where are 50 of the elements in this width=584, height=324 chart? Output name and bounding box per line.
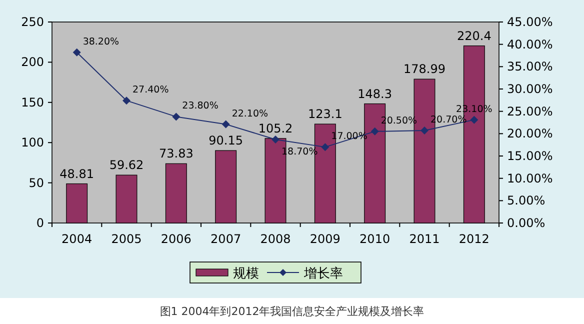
- y2-tick-label: 35.00%: [507, 60, 553, 74]
- y-tick-label: 0: [36, 216, 44, 230]
- point: [470, 116, 478, 124]
- legend-label: 规模: [233, 266, 259, 282]
- y2-tick-label: 20.00%: [507, 126, 553, 141]
- data-label: 123.1: [308, 107, 342, 122]
- point: [420, 126, 428, 135]
- y2-tick-label: 5.00%: [507, 194, 546, 208]
- data-label: 22.10%: [232, 108, 268, 120]
- data-label: 73.83: [158, 146, 194, 161]
- point: [272, 135, 280, 144]
- data-label: 178.99: [404, 62, 446, 76]
- y-tick-label: 50: [28, 176, 44, 190]
- x-tick-label: 2005: [111, 232, 142, 246]
- legend-label: 增长率: [303, 266, 343, 282]
- point: [222, 120, 230, 128]
- data-label: 105.2: [258, 121, 293, 136]
- point: [122, 96, 130, 105]
- x-tick-label: 2012: [458, 232, 490, 246]
- y-tick-label: 100: [21, 136, 44, 150]
- y-tick-label: 150: [21, 95, 44, 110]
- point: [172, 112, 180, 121]
- point: [370, 127, 379, 136]
- y2-tick-label: 45.00%: [507, 15, 553, 29]
- y2-tick-label: 15.00%: [507, 149, 553, 163]
- y2-tick-label: 0.00%: [507, 216, 546, 230]
- x-tick-label: 2011: [409, 232, 440, 246]
- data-label: 148.3: [358, 86, 392, 101]
- data-label: 38.20%: [82, 36, 120, 48]
- data-label: 220.4: [456, 28, 492, 43]
- x-tick-label: 2004: [62, 232, 92, 246]
- data-label: 27.40%: [132, 84, 169, 96]
- y2-tick-label: 25.00%: [507, 104, 553, 118]
- x-tick-label: 2010: [360, 232, 390, 246]
- x-tick-label: 2009: [310, 232, 340, 246]
- data-label: 48.81: [60, 166, 94, 181]
- data-label: 90.15: [208, 134, 244, 148]
- y2-tick-label: 10.00%: [507, 171, 553, 186]
- point: [72, 48, 81, 56]
- x-tick-label: 2006: [160, 232, 192, 246]
- point: [321, 143, 330, 152]
- y2-tick-label: 30.00%: [507, 82, 553, 96]
- y2-tick-label: 40.00%: [507, 37, 553, 52]
- y-tick-label: 200: [21, 55, 44, 70]
- caption: 图1 2004年到2012年我国信息安全产业规模及增长率: [160, 305, 424, 318]
- x-tick-label: 2008: [260, 232, 291, 246]
- data-label: 23.80%: [182, 100, 218, 112]
- y-tick-label: 250: [21, 15, 44, 29]
- x-tick-label: 2007: [210, 232, 242, 246]
- data-label: 59.62: [109, 158, 144, 172]
